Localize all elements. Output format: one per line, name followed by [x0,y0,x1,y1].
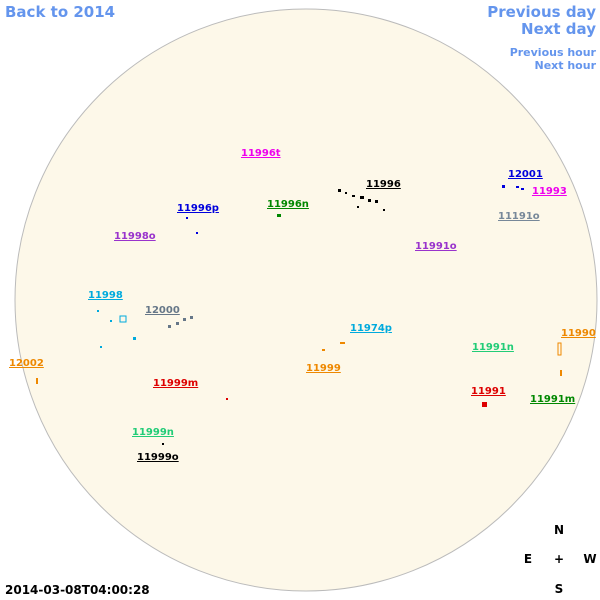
region-label: 11990 [561,328,596,339]
region-label: 11991m [530,394,575,405]
region-label: 11996t [241,148,281,159]
previous-hour-link[interactable]: Previous hour [510,46,597,59]
solar-disk [14,8,598,592]
region-label: 11996 [366,179,401,190]
compass-center: + [554,552,564,566]
region-label: 11998 [88,290,123,301]
region-label: 11191o [498,211,540,222]
compass-north: N [554,523,564,537]
region-label: 12002 [9,358,44,369]
region-label: 11999m [153,378,198,389]
region-label: 11998o [114,231,156,242]
back-link[interactable]: Back to 2014 [5,3,115,21]
compass-south: S [555,582,564,596]
spots [36,185,562,445]
region-label: 11993 [532,186,567,197]
region-label: 11991o [415,241,457,252]
region-label: 11996n [267,199,309,210]
next-hour-link[interactable]: Next hour [535,59,597,72]
previous-day-link[interactable]: Previous day [487,3,596,21]
next-day-link[interactable]: Next day [521,20,596,38]
region-label: 11991n [472,342,514,353]
region-label: 11996p [177,203,219,214]
region-label: 11999n [132,427,174,438]
timestamp: 2014-03-08T04:00:28 [5,583,150,597]
region-label: 11991 [471,386,506,397]
region-label: 11974p [350,323,392,334]
region-label: 12001 [508,169,543,180]
compass-east: E [524,552,532,566]
region-label: 12000 [145,305,180,316]
region-label: 11999o [137,452,179,463]
compass-west: W [583,552,596,566]
region-label: 11999 [306,363,341,374]
